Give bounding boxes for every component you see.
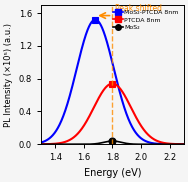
Legend: MoS₂-PTCDA 8nm, PTCDA 8nm, MoS₂: MoS₂-PTCDA 8nm, PTCDA 8nm, MoS₂ [111,8,181,32]
Y-axis label: PL Intensity (×10⁵) (a.u.): PL Intensity (×10⁵) (a.u.) [4,23,13,127]
Text: Peak shifted: Peak shifted [115,4,162,13]
X-axis label: Energy (eV): Energy (eV) [84,168,141,178]
